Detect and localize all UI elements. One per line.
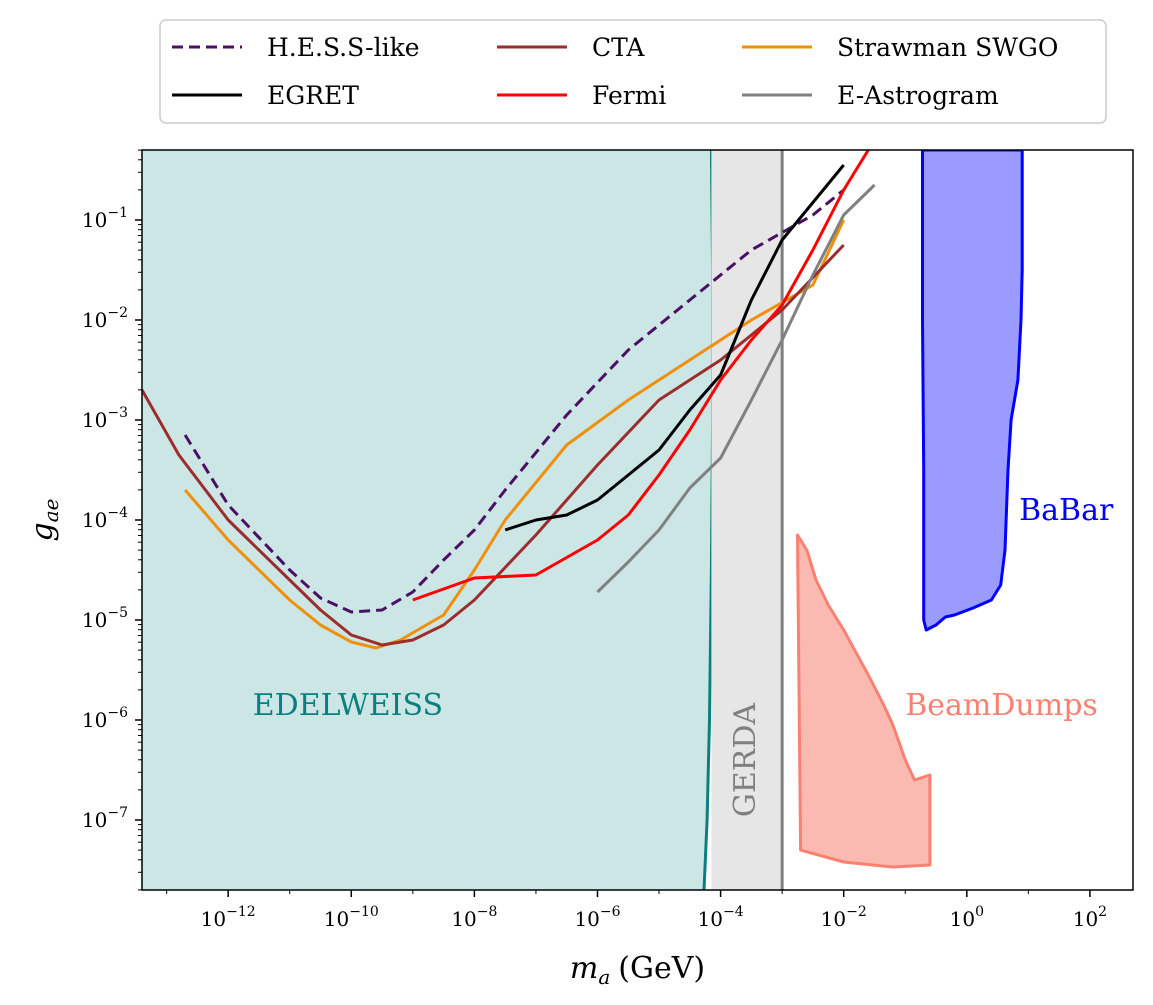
y-tick-label: 10−3 xyxy=(82,405,128,432)
y-tick-label: 10−4 xyxy=(82,505,128,532)
x-tick-label: 10−6 xyxy=(574,904,620,931)
y-tick-label: 10−1 xyxy=(82,205,128,232)
x-tick-label: 10−8 xyxy=(451,904,497,931)
region-labels: EDELWEISS GERDA BaBar BeamDumps xyxy=(253,493,1114,817)
series-egret xyxy=(504,164,845,532)
region-label-gerda: GERDA xyxy=(728,703,763,818)
x-tick-label: 10−10 xyxy=(324,904,379,931)
x-tick-label: 10−2 xyxy=(821,904,867,931)
series-cta xyxy=(142,243,845,647)
y-tick-label: 10−6 xyxy=(82,705,128,732)
region-babar xyxy=(921,150,1024,632)
region-label-beamdumps: BeamDumps xyxy=(905,688,1098,723)
y-tick-label: 10−7 xyxy=(82,805,128,832)
legend-label-cta: CTA xyxy=(592,33,645,62)
region-label-babar: BaBar xyxy=(1019,493,1114,528)
region-label-edelweiss: EDELWEISS xyxy=(253,688,443,723)
legend-label-e-astrogram: E-Astrogram xyxy=(837,81,999,110)
legend-label-strawman-swgo: Strawman SWGO xyxy=(837,33,1058,62)
y-tick-label: 10−5 xyxy=(82,605,128,632)
regions-layer xyxy=(142,150,1024,890)
ticks-layer: 10−12 10−10 10−8 10−6 10−4 10−2 100 102 10−1 10−2… xyxy=(82,149,1107,931)
x-tick-label: 100 xyxy=(950,904,984,931)
series-e-astrogram xyxy=(596,183,876,594)
series-layer xyxy=(142,150,876,650)
series-fermi xyxy=(412,150,870,602)
legend-label-fermi: Fermi xyxy=(592,81,666,110)
series-h-e-s-s-like xyxy=(183,188,845,614)
region-beamdumps xyxy=(796,533,932,869)
legend-label-h-e-s-s-like: H.E.S.S-like xyxy=(267,33,420,62)
y-axis-label: gae xyxy=(25,499,63,542)
legend-box xyxy=(159,19,1107,124)
x-tick-label: 10−4 xyxy=(698,904,744,931)
legend: H.E.S.S-like EGRET CTA Fermi Strawman SWGO E-… xyxy=(159,19,1107,124)
y-tick-label: 10−2 xyxy=(82,305,128,332)
region-gerda-fill xyxy=(711,150,783,890)
x-axis-label: ma (GeV) xyxy=(570,951,705,989)
region-edelweiss-fill xyxy=(142,150,713,890)
x-tick-label: 102 xyxy=(1073,904,1107,931)
x-tick-label: 10−12 xyxy=(201,904,256,931)
series-strawman-swgo xyxy=(183,219,846,650)
legend-label-egret: EGRET xyxy=(267,81,359,110)
axis-labels: ma (GeV) gae xyxy=(25,499,705,989)
